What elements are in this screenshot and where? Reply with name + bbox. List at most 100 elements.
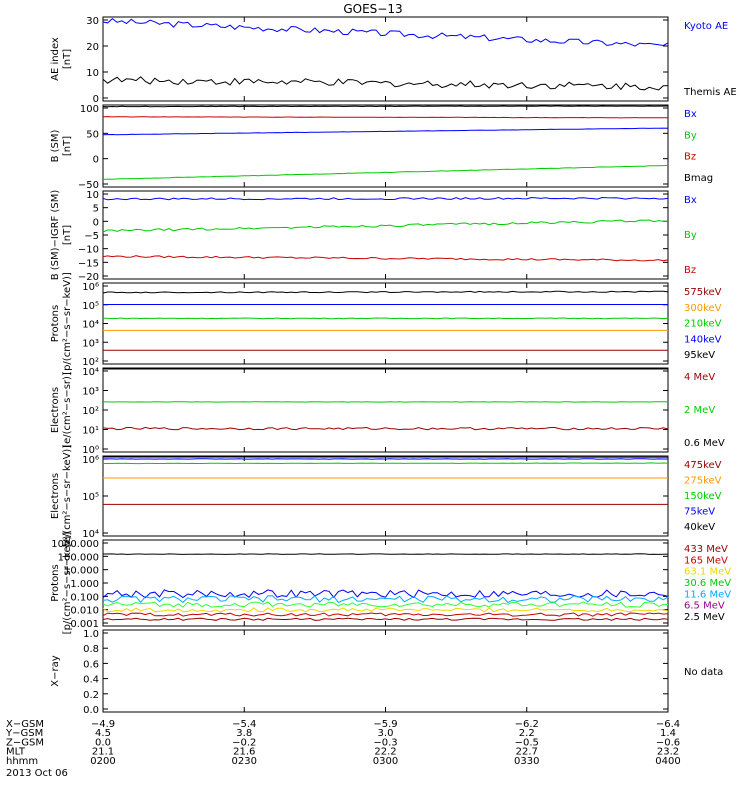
series-line [102,589,669,599]
series-group-electrons-kev [102,456,669,505]
legend-item: Bz [684,152,696,163]
y-axis-units: [e/(cm²−s−sr−keV)] [62,445,73,548]
axis-row-value: −6.2 [515,719,539,730]
panel-frame [102,16,669,102]
y-tick-label: 20 [86,42,99,53]
y-tick-label: 10⁴ [82,320,99,331]
y-tick-label: 10⁶ [82,282,99,293]
legend-item: 6.5 MeV [684,601,725,612]
axis-row-value: 0300 [373,756,398,767]
y-tick-label: 1000.000 [51,539,99,550]
legend-item: 150keV [684,491,722,502]
axis-row-value: 3.8 [236,728,252,739]
axis-row-value: 0230 [232,756,257,767]
legend-item: 4 MeV [684,372,715,383]
y-tick-label: −10 [78,245,99,256]
legend-item: 475keV [684,460,722,471]
y-tick-label: 10.000 [64,566,99,577]
date-label: 2013 Oct 06 [6,768,68,779]
legend-item: 2 MeV [684,405,715,416]
series-line [102,317,669,320]
legend-item: 300keV [684,303,722,314]
y-tick-label: 0.8 [83,644,99,655]
panel-protons-hi: 1000.000 100.000 10.000 1.000 0.100 0.010 0.00… [50,532,731,635]
legend-item: 165 MeV [684,555,728,566]
legend-item: 40keV [684,522,715,533]
plot-title: GOES−13 [343,2,402,16]
axis-row-value: −0.5 [515,737,539,748]
axis-row-value: 1.4 [660,728,676,739]
y-axis-units: [p/(cm²−s−sr−keV)] [62,532,73,635]
axis-row-label: Z−GSM [6,737,44,748]
legend-item: 210keV [684,319,722,330]
series-line [102,595,669,604]
legend-item: Bz [684,265,696,276]
panel-frame [102,455,669,537]
y-tick-label: 10⁴ [82,529,99,540]
series-line [102,612,669,617]
axis-row-value: 0200 [90,756,115,767]
series-line [102,255,669,262]
legend-item: 30.6 MeV [684,578,731,589]
y-axis-units: [p/(cm²−s−sr−keV)] [62,272,73,375]
y-tick-label: 1.000 [70,579,99,590]
orbit-axis-table: X−GSM −4.9 −5.4 −5.9 −6.2 −6.4 Y−GSM 4.5 3.8 3.0 2… [5,719,681,767]
y-tick-label: 10⁴ [82,367,99,378]
series-line [102,17,669,47]
panel-electrons-mev: 10⁴ 10³ 10² 10¹ 10⁰ Electrons [e/(cm²−s−sr)] 4 … [50,367,725,456]
axis-row-value: −5.4 [232,719,256,730]
y-tick-label: 10⁶ [82,455,99,466]
y-tick-label: 10³ [82,387,99,398]
axis-row-value: 22.7 [516,747,538,758]
y-tick-label: −50 [78,180,99,191]
y-tick-label: 30 [86,16,99,27]
legend-item: 275keV [684,476,722,487]
panel-frame [102,629,669,713]
y-tick-label: 0.010 [70,606,99,617]
series-line [102,607,669,613]
axis-row-value: −6.4 [656,719,680,730]
series-group-protons-mev [102,290,669,351]
legend-item: 140keV [684,334,722,345]
y-tick-label: 10⁰ [82,445,99,456]
axis-row-value: 0330 [514,756,539,767]
y-tick-label: 10 [86,190,99,201]
panel-electrons-kev: 10⁶ 10⁵ 10⁴ Electrons [e/(cm²−s−sr−keV)] 475k… [50,445,722,548]
y-tick-label: 0 [93,217,99,228]
series-line [102,219,668,233]
y-tick-label: 10 [86,68,99,79]
legend-item: Bx [684,109,697,120]
y-tick-label: 100.000 [58,552,99,563]
series-line [102,196,669,201]
legend-item: 11.6 MeV [684,589,731,600]
axis-row-value: 22.2 [374,747,396,758]
legend-item: Bx [684,195,697,206]
series-line [102,617,669,621]
series-line [103,553,669,555]
axis-row-value: 21.1 [92,747,114,758]
axis-row-value: 23.2 [657,747,679,758]
y-axis-units: [nT] [62,49,73,69]
panel-protons-mev: 10⁶ 10⁵ 10⁴ 10³ 10² Protons [p/(cm²−s−sr−keV)]… [50,272,722,375]
series-line [102,290,669,294]
series-line [102,164,669,180]
y-axis-label: B (SM)−IGRF (SM) [50,190,61,281]
y-tick-label: 0 [93,155,99,166]
y-tick-label: 50 [86,129,99,140]
y-tick-label: 0.4 [83,675,99,686]
y-axis-units: [e/(cm²−s−sr)] [62,372,73,448]
legend-item: No data [684,667,723,678]
axis-row-label: MLT [6,747,26,758]
y-tick-label: −20 [78,272,99,283]
y-tick-label: 0 [93,94,99,105]
panel-xray: 1.0 0.8 0.6 0.4 0.2 0.0 X−ray No data [50,629,723,716]
panel-frame [102,190,669,280]
y-tick-label: 0.2 [83,690,99,701]
panel-frame [102,282,669,365]
axis-row-label: hhmm [6,756,38,767]
y-tick-label: 0.100 [70,592,99,603]
axis-row-value: 21.6 [233,747,255,758]
axis-row-value: −0.2 [232,737,256,748]
series-line [102,105,669,108]
